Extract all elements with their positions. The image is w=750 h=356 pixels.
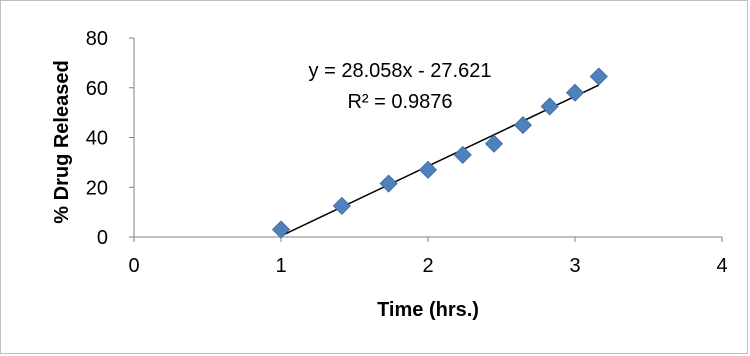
data-point: [379, 174, 398, 193]
trendline-equation: y = 28.058x - 27.621: [309, 60, 492, 82]
data-point: [332, 196, 351, 215]
r-squared-label: R² = 0.9876: [347, 91, 452, 113]
data-point: [565, 83, 585, 102]
y-tick-label: 80: [86, 28, 108, 50]
y-tick-label: 0: [97, 227, 108, 249]
x-tick-label: 2: [422, 255, 433, 277]
x-axis-title: Time (hrs.): [377, 299, 479, 321]
y-tick-label: 60: [86, 78, 108, 100]
data-point: [271, 220, 291, 239]
y-axis-title: % Drug Released: [51, 60, 73, 223]
data-point: [589, 67, 608, 86]
x-tick-label: 0: [128, 255, 139, 277]
data-point: [540, 97, 559, 116]
y-tick-label: 40: [86, 128, 108, 150]
data-point: [418, 160, 438, 179]
data-points: [271, 67, 608, 239]
axes: [129, 37, 723, 242]
data-point: [513, 115, 533, 135]
x-tick-label: 1: [275, 255, 286, 277]
y-tick-label: 20: [86, 177, 108, 199]
x-tick-label: 3: [569, 255, 580, 277]
x-tick-label: 4: [716, 255, 727, 277]
data-point: [453, 145, 472, 164]
data-point: [484, 134, 504, 153]
